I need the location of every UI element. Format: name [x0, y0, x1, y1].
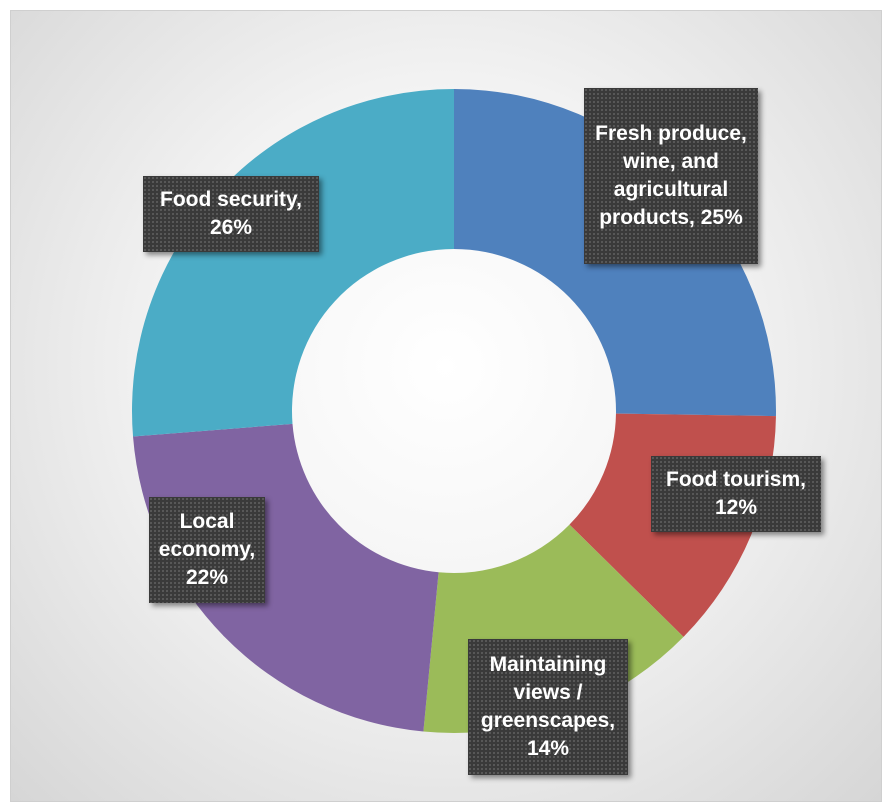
data-label-food-tourism: Food tourism, 12% [651, 456, 821, 532]
data-label-local-economy: Local economy, 22% [149, 497, 265, 603]
data-label-maintaining-views: Maintaining views / greenscapes, 14% [468, 639, 628, 775]
data-label-food-security: Food security, 26% [143, 176, 319, 252]
data-label-fresh-produce: Fresh produce, wine, and agricultural pr… [584, 88, 758, 264]
donut-slice-4 [132, 89, 454, 437]
chart-area: Fresh produce, wine, and agricultural pr… [10, 10, 882, 802]
